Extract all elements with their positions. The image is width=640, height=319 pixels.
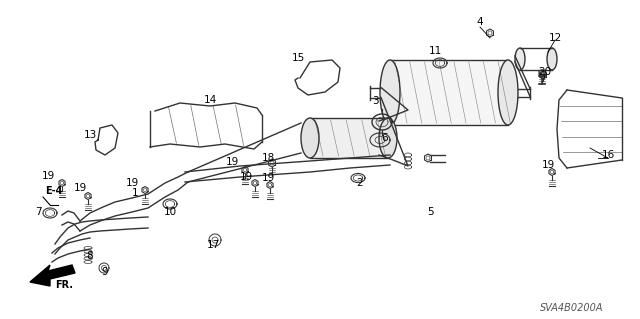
Text: 7: 7 <box>35 207 42 217</box>
Text: 11: 11 <box>428 46 442 56</box>
Text: 6: 6 <box>381 133 388 143</box>
Bar <box>310 118 388 158</box>
Text: FR.: FR. <box>55 280 73 290</box>
Text: 14: 14 <box>204 95 216 105</box>
Ellipse shape <box>301 118 319 158</box>
Text: 17: 17 <box>206 240 220 250</box>
Text: 18: 18 <box>261 153 275 163</box>
Text: 3: 3 <box>372 96 378 106</box>
Text: 19: 19 <box>541 160 555 170</box>
Ellipse shape <box>498 60 518 125</box>
Text: 1: 1 <box>132 188 138 198</box>
Text: SVA4B0200A: SVA4B0200A <box>540 303 604 313</box>
Text: 12: 12 <box>548 33 562 43</box>
Text: 10: 10 <box>163 207 177 217</box>
Text: 4: 4 <box>477 17 483 27</box>
Text: 13: 13 <box>83 130 97 140</box>
Polygon shape <box>30 265 75 286</box>
Text: 16: 16 <box>602 150 614 160</box>
Text: 19: 19 <box>74 183 86 193</box>
Ellipse shape <box>515 48 525 70</box>
Text: 15: 15 <box>291 53 305 63</box>
Ellipse shape <box>380 60 400 125</box>
Text: 19: 19 <box>261 173 275 183</box>
Text: 19: 19 <box>42 171 54 181</box>
Text: 2: 2 <box>356 178 364 188</box>
Text: E-4: E-4 <box>45 186 62 196</box>
Text: 5: 5 <box>427 207 433 217</box>
Text: 19: 19 <box>239 172 253 182</box>
Text: 19: 19 <box>225 157 239 167</box>
Text: 9: 9 <box>102 267 108 277</box>
Ellipse shape <box>547 48 557 70</box>
Text: 19: 19 <box>125 178 139 188</box>
Bar <box>390 60 508 125</box>
Text: 20: 20 <box>538 67 552 77</box>
Text: 8: 8 <box>86 251 93 261</box>
Ellipse shape <box>379 118 397 158</box>
